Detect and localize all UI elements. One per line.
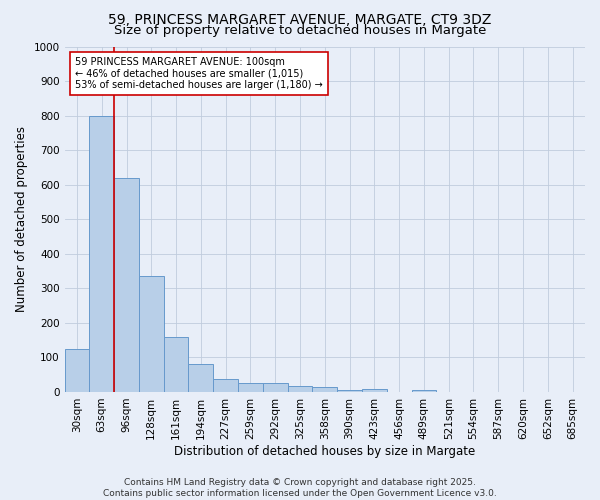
Bar: [412, 390, 436, 392]
Bar: [337, 390, 362, 392]
Y-axis label: Number of detached properties: Number of detached properties: [15, 126, 28, 312]
Bar: [362, 389, 387, 392]
Bar: [139, 276, 164, 392]
Text: Contains HM Land Registry data © Crown copyright and database right 2025.
Contai: Contains HM Land Registry data © Crown c…: [103, 478, 497, 498]
Text: 59, PRINCESS MARGARET AVENUE, MARGATE, CT9 3DZ: 59, PRINCESS MARGARET AVENUE, MARGATE, C…: [109, 12, 491, 26]
Bar: [287, 386, 313, 392]
Bar: [114, 178, 139, 392]
Text: Size of property relative to detached houses in Margate: Size of property relative to detached ho…: [114, 24, 486, 37]
Bar: [213, 379, 238, 392]
Bar: [263, 382, 287, 392]
Bar: [313, 388, 337, 392]
X-axis label: Distribution of detached houses by size in Margate: Distribution of detached houses by size …: [174, 444, 475, 458]
Text: 59 PRINCESS MARGARET AVENUE: 100sqm
← 46% of detached houses are smaller (1,015): 59 PRINCESS MARGARET AVENUE: 100sqm ← 46…: [75, 57, 323, 90]
Bar: [238, 382, 263, 392]
Bar: [89, 116, 114, 392]
Bar: [65, 349, 89, 392]
Bar: [164, 336, 188, 392]
Bar: [188, 364, 213, 392]
